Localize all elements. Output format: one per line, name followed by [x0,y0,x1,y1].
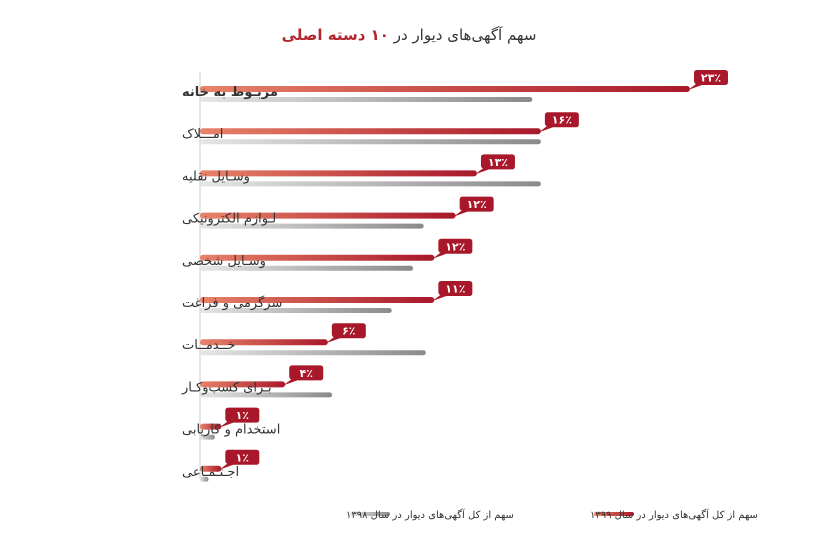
bar-1399 [200,170,477,177]
legend-item-1399: سهم از کل آگهی‌های دیوار در سال ۱۳۹۹ [590,508,758,521]
legend-label-1399: سهم از کل آگهی‌های دیوار در سال ۱۳۹۹ [590,508,758,521]
bar-1399 [200,381,286,388]
bar-1398 [200,308,392,313]
category-label: وسـایل شخصی [182,254,266,269]
value-badge [453,196,494,217]
category-label: مربـوط به خانه [182,85,278,100]
legend-item-1398: سهم از کل آگهی‌های دیوار در سال ۱۳۹۸ [346,508,514,521]
value-label: ۱٪ [236,451,249,464]
legend-swatch-1399 [594,512,634,516]
bar-1399 [200,254,435,261]
value-label: ۱۶٪ [552,114,572,127]
category-label: لـوازم الکترونیکی [182,212,276,227]
category-label: خــدمــات [182,338,235,353]
bars-layer: ۲۳٪ ۱۶٪ ۱۳٪ ۱۲٪ ۱۲٪ ۱۱٪ ۶٪ ۴٪ ۱٪ ۱٪ [200,70,728,482]
value-badge [219,407,260,428]
value-badge [474,154,515,175]
value-label: ۱٪ [236,409,249,422]
category-label: وسـایل نقلیه [182,169,250,184]
value-label: ۱۲٪ [445,240,465,253]
legend-label-1398: سهم از کل آگهی‌های دیوار در سال ۱۳۹۸ [346,508,514,521]
bar-1399 [200,212,456,219]
bar-1398 [200,392,333,398]
value-label: ۲۳٪ [701,72,721,85]
bar-1399 [200,128,541,135]
chart-title: سهم آگهی‌های دیوار در ۱۰ دسته اصلی [282,26,537,44]
chart-title-prefix: سهم آگهی‌های دیوار در [393,26,537,44]
value-label: ۱۱٪ [445,283,465,296]
bar-1398 [200,434,215,440]
bar-1399 [200,339,328,346]
bar-1398 [200,223,424,229]
bar-1399 [200,465,222,472]
bar-1398 [200,476,209,482]
legend-swatch-1398 [350,512,390,516]
value-label: ۱۳٪ [488,156,508,169]
value-badge [219,449,260,470]
category-labels: مربـوط به خانه امـــلاک وسـایل نقلیه لـوازم… [181,85,282,480]
category-label: اجـتـمـاعی [182,465,239,480]
value-badge [283,365,324,386]
bar-1399 [200,423,222,430]
value-badge [325,323,366,344]
bar-1399 [200,297,435,303]
bar-1398 [200,181,541,187]
category-label: بـرای کسب‌وکـار [181,380,272,395]
category-label: امـــلاک [182,127,223,142]
bar-1398 [200,139,541,145]
bar-1398 [200,97,533,102]
value-badge [538,112,579,133]
chart-title-highlight: ۱۰ دسته اصلی [282,26,389,44]
value-badge [688,70,728,90]
legend: سهم از کل آگهی‌های دیوار در سال ۱۳۹۹ سهم… [346,508,758,521]
value-label: ۴٪ [299,367,312,380]
value-label: ۱۲٪ [467,198,487,211]
value-badge [432,238,473,259]
category-label: استخدام و کاریابی [182,423,280,438]
category-label: سرگرمی و فراغت [182,295,282,311]
value-label: ۶٪ [342,325,355,338]
bar-1398 [200,265,414,271]
value-badge [432,281,473,301]
bar-1398 [200,350,426,356]
bar-1399 [200,86,690,92]
